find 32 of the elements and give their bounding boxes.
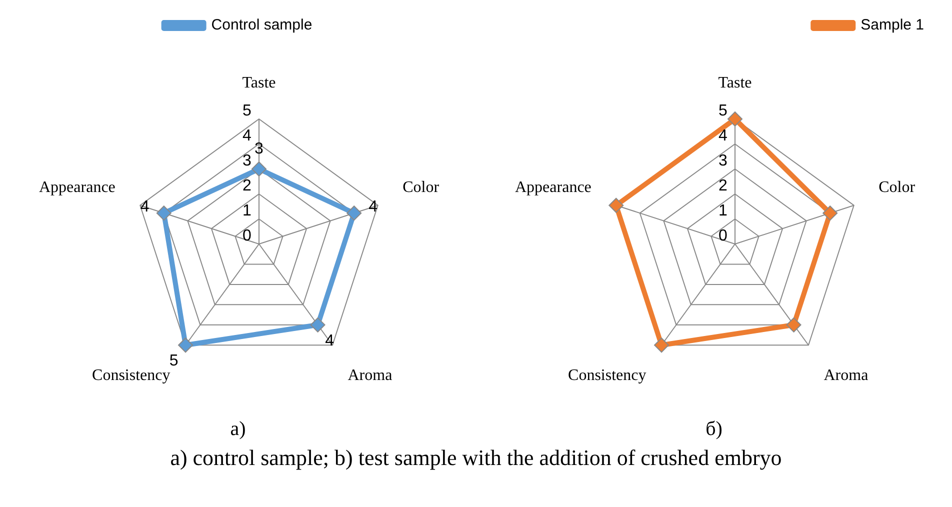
- spoke-label: Color: [402, 178, 440, 196]
- spoke-label: Aroma: [348, 366, 392, 384]
- y-tick-label: 3: [242, 152, 252, 170]
- legend-label: Control sample: [211, 16, 312, 34]
- data-label: 4: [325, 332, 334, 350]
- text: б): [704, 418, 724, 441]
- data-label: 3: [254, 140, 264, 158]
- spoke-label: Consistency: [568, 366, 646, 384]
- spoke-label: Aroma: [824, 366, 868, 384]
- spoke-label: Taste: [718, 74, 752, 92]
- y-tick-label: 0: [242, 227, 252, 244]
- y-tick-label: 5: [718, 102, 728, 120]
- spoke-label: Appearance: [39, 178, 116, 196]
- y-tick-label: 2: [718, 177, 728, 194]
- spoke-label: Appearance: [515, 178, 592, 196]
- data-label: 4: [368, 198, 378, 216]
- y-tick-label: 3: [718, 152, 728, 170]
- y-tick-label: 1: [242, 202, 252, 220]
- spoke-label: Consistency: [92, 366, 170, 384]
- text: a): [229, 418, 247, 441]
- y-tick-label: 2: [242, 177, 252, 194]
- y-tick-label: 4: [718, 127, 728, 144]
- y-tick-label: 4: [242, 127, 252, 144]
- y-tick-label: 0: [718, 227, 728, 244]
- text: a) control sample; b) test sample with the addition of crushed embryo: [169, 445, 783, 471]
- y-tick-label: 1: [718, 202, 728, 220]
- spoke-label: Color: [878, 178, 916, 196]
- legend-label: Sample 1: [860, 16, 924, 34]
- y-tick-label: 5: [242, 102, 252, 120]
- data-label: 4: [140, 198, 150, 216]
- spoke-label: Taste: [242, 74, 276, 92]
- data-label: 5: [169, 352, 178, 370]
